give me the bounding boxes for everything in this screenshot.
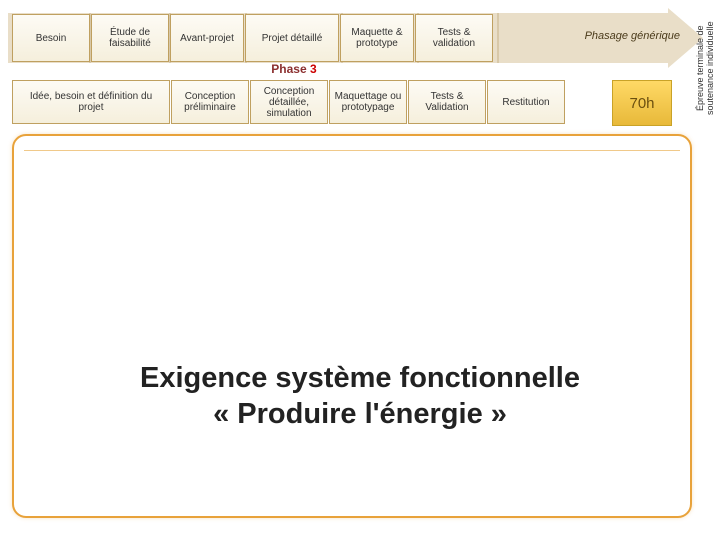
panel-inner-divider [24, 150, 680, 151]
project-phases-row: Idée, besoin et définition du projetConc… [12, 80, 566, 124]
phase-cell: Maquette & prototype [340, 14, 414, 62]
side-vertical-label: Épreuve terminale de soutenance individu… [696, 8, 716, 128]
phase-cell: Projet détaillé [245, 14, 339, 62]
hours-badge: 70h [612, 80, 672, 126]
phase-cell: Avant-projet [170, 14, 244, 62]
phase-cell: Idée, besoin et définition du projet [12, 80, 170, 124]
phasage-label: Phasage générique [585, 30, 680, 42]
phase-cell: Tests & validation [415, 14, 493, 62]
phase-cell: Conception préliminaire [171, 80, 249, 124]
generic-phases-row: BesoinÉtude de faisabilitéAvant-projetPr… [12, 14, 494, 62]
phase-cell: Besoin [12, 14, 90, 62]
phase-cell: Tests & Validation [408, 80, 486, 124]
title-line-2: « Produire l'énergie » [0, 396, 720, 432]
phase-cell: Restitution [487, 80, 565, 124]
phase-cell: Étude de faisabilité [91, 14, 169, 62]
content-panel [12, 134, 692, 518]
phase-number-label: Phase 3 [254, 62, 334, 76]
phase-cell: Maquettage ou prototypage [329, 80, 407, 124]
title-line-1: Exigence système fonctionnelle [0, 360, 720, 396]
phase-cell: Conception détaillée, simulation [250, 80, 328, 124]
main-title: Exigence système fonctionnelle « Produir… [0, 360, 720, 433]
